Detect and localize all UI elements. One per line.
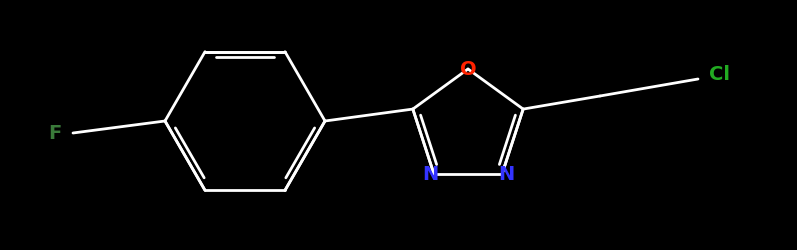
Text: Cl: Cl [709,65,731,84]
Text: O: O [460,60,477,79]
Text: F: F [49,124,61,143]
Text: N: N [498,165,514,184]
Text: N: N [422,165,438,184]
